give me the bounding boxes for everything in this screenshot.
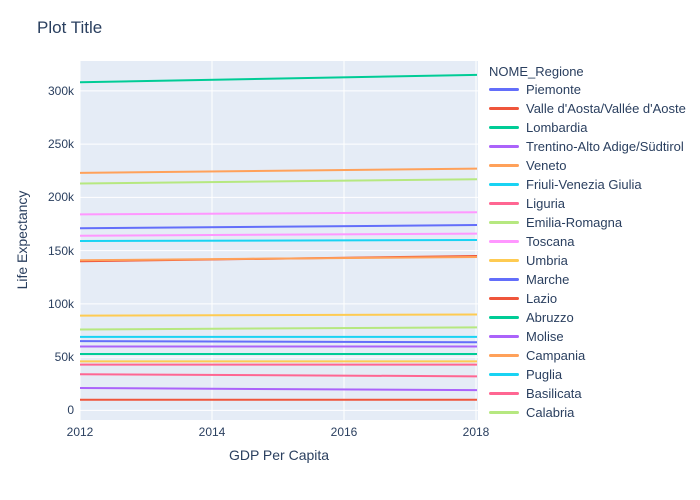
legend-item-label: Calabria [526, 405, 575, 420]
legend-line-swatch [489, 335, 519, 338]
line-piemonte[interactable] [80, 224, 478, 230]
line-sicilia[interactable] [80, 232, 478, 237]
line-friuli-venezia-giulia[interactable] [80, 238, 478, 243]
legend-line-swatch [489, 278, 519, 281]
plot-area [80, 61, 478, 420]
x-tick-label: 2016 [330, 425, 358, 439]
y-tick-label: 150k [47, 243, 74, 258]
legend-items: Piemonte Valle d'Aosta/Vallée d'Aoste Lomb… [489, 80, 686, 422]
legend-line-swatch [489, 126, 519, 129]
legend-line-swatch [489, 354, 519, 357]
y-tick-label: 0 [67, 403, 74, 418]
legend-line-swatch [489, 183, 519, 186]
legend-item-friuli-venezia-giulia[interactable]: Friuli-Venezia Giulia [489, 175, 686, 194]
legend-item-marche[interactable]: Marche [489, 270, 686, 289]
legend-item-label: Molise [526, 329, 564, 344]
legend-item-label: Lazio [526, 291, 558, 306]
legend: NOME_Regione Piemonte Valle d'Aosta/Vallé… [489, 63, 686, 422]
legend-item-label: Veneto [526, 158, 567, 173]
line-campania[interactable] [80, 256, 478, 262]
x-tick-label: 2014 [198, 425, 226, 439]
legend-item-lombardia[interactable]: Lombardia [489, 118, 686, 137]
legend-item-calabria[interactable]: Calabria [489, 403, 686, 422]
y-tick-label: 300k [47, 83, 74, 98]
line-emilia-romagna[interactable] [80, 178, 478, 185]
legend-line-swatch [489, 240, 519, 243]
y-axis-title: Life Expectancy [14, 190, 30, 290]
legend-item-trentino-alto-adige-s-dtirol[interactable]: Trentino-Alto Adige/Südtirol [489, 137, 686, 156]
line-molise[interactable] [80, 387, 478, 392]
legend-line-swatch [489, 373, 519, 376]
legend-item-label: Valle d'Aosta/Vallée d'Aoste [526, 101, 686, 116]
x-axis-title: GDP Per Capita [228, 447, 330, 463]
legend-item-label: Toscana [526, 234, 575, 249]
legend-item-umbria[interactable]: Umbria [489, 251, 686, 270]
legend-item-emilia-romagna[interactable]: Emilia-Romagna [489, 213, 686, 232]
legend-item-liguria[interactable]: Liguria [489, 194, 686, 213]
line-basilicata[interactable] [80, 373, 478, 378]
legend-line-swatch [489, 316, 519, 319]
line-calabria[interactable] [80, 326, 478, 331]
legend-line-swatch [489, 164, 519, 167]
legend-item-toscana[interactable]: Toscana [489, 232, 686, 251]
legend-item-basilicata[interactable]: Basilicata [489, 384, 686, 403]
legend-item-label: Liguria [526, 196, 566, 211]
legend-line-swatch [489, 392, 519, 395]
chart-title: Plot Title [37, 18, 103, 37]
legend-item-molise[interactable]: Molise [489, 327, 686, 346]
y-tick-label: 100k [47, 296, 74, 311]
legend-item-label: Piemonte [526, 82, 581, 97]
legend-item-lazio[interactable]: Lazio [489, 289, 686, 308]
legend-item-label: Friuli-Venezia Giulia [526, 177, 642, 192]
legend-item-label: Abruzzo [526, 310, 574, 325]
line-lombardia[interactable] [80, 73, 478, 84]
legend-item-puglia[interactable]: Puglia [489, 365, 686, 384]
legend-line-swatch [489, 411, 519, 414]
line-veneto[interactable] [80, 167, 478, 174]
legend-item-label: Basilicata [526, 386, 582, 401]
legend-item-label: Umbria [526, 253, 568, 268]
legend-line-swatch [489, 145, 519, 148]
y-tick-label: 50k [54, 350, 74, 365]
x-tick-label: 2012 [66, 425, 94, 439]
legend-item-veneto[interactable]: Veneto [489, 156, 686, 175]
line-umbria[interactable] [80, 313, 478, 317]
legend-item-valle-d-aosta-vall-e-d-aoste[interactable]: Valle d'Aosta/Vallée d'Aoste [489, 99, 686, 118]
line-toscana[interactable] [80, 211, 478, 216]
legend-title: NOME_Regione [489, 64, 584, 79]
legend-item-label: Marche [526, 272, 570, 287]
legend-item-label: Puglia [526, 367, 563, 382]
y-tick-label: 200k [47, 190, 74, 205]
legend-item-label: Campania [526, 348, 586, 363]
line-marche[interactable] [80, 340, 478, 344]
legend-line-swatch [489, 202, 519, 205]
legend-item-abruzzo[interactable]: Abruzzo [489, 308, 686, 327]
legend-item-label: Trentino-Alto Adige/Südtirol [526, 139, 684, 154]
legend-item-label: Lombardia [526, 120, 588, 135]
legend-item-label: Emilia-Romagna [526, 215, 623, 230]
x-tick-label: 2018 [462, 425, 490, 439]
legend-line-swatch [489, 88, 519, 91]
legend-line-swatch [489, 297, 519, 300]
legend-item-piemonte[interactable]: Piemonte [489, 80, 686, 99]
plot-canvas [80, 61, 478, 420]
legend-line-swatch [489, 221, 519, 224]
legend-line-swatch [489, 259, 519, 262]
legend-line-swatch [489, 107, 519, 110]
legend-item-campania[interactable]: Campania [489, 346, 686, 365]
y-tick-label: 250k [47, 137, 74, 152]
